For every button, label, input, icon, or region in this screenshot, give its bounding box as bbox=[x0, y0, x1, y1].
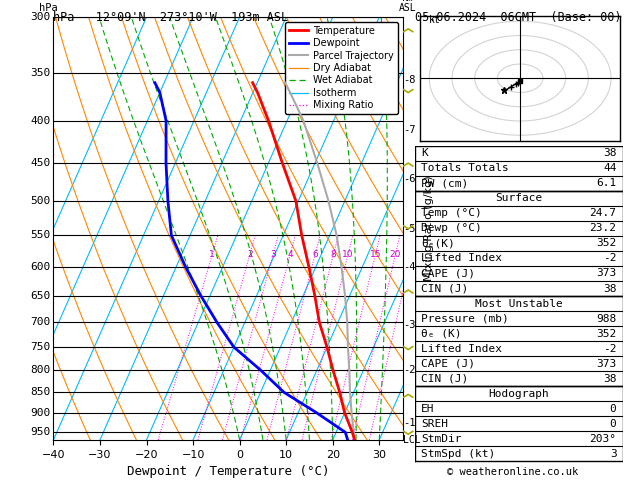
Text: 373: 373 bbox=[596, 268, 616, 278]
Text: LCL: LCL bbox=[403, 435, 421, 445]
Text: 10: 10 bbox=[342, 250, 353, 259]
Text: Mixing Ratio (g/kg): Mixing Ratio (g/kg) bbox=[424, 175, 434, 281]
Text: Lifted Index: Lifted Index bbox=[421, 254, 503, 263]
Text: 6.1: 6.1 bbox=[596, 178, 616, 189]
Text: 900: 900 bbox=[30, 408, 51, 418]
Text: Totals Totals: Totals Totals bbox=[421, 163, 509, 174]
Text: StmSpd (kt): StmSpd (kt) bbox=[421, 449, 496, 459]
Text: 44: 44 bbox=[603, 163, 616, 174]
Text: θₑ (K): θₑ (K) bbox=[421, 329, 462, 339]
Text: 15: 15 bbox=[369, 250, 381, 259]
Text: CIN (J): CIN (J) bbox=[421, 374, 469, 383]
Text: 1: 1 bbox=[209, 250, 215, 259]
Text: 38: 38 bbox=[603, 283, 616, 294]
Text: 24.7: 24.7 bbox=[589, 208, 616, 218]
Text: 550: 550 bbox=[30, 230, 51, 241]
Text: -6: -6 bbox=[403, 174, 416, 184]
Text: 2: 2 bbox=[247, 250, 252, 259]
Text: -3: -3 bbox=[403, 320, 416, 330]
Text: 3: 3 bbox=[610, 449, 616, 459]
Text: kt: kt bbox=[429, 15, 441, 25]
Text: 373: 373 bbox=[596, 359, 616, 368]
Text: Hodograph: Hodograph bbox=[489, 389, 549, 399]
Text: Surface: Surface bbox=[495, 193, 543, 203]
Text: -8: -8 bbox=[403, 75, 416, 85]
Text: -4: -4 bbox=[403, 262, 416, 272]
X-axis label: Dewpoint / Temperature (°C): Dewpoint / Temperature (°C) bbox=[127, 465, 329, 478]
Text: hPa: hPa bbox=[39, 3, 58, 13]
Text: 350: 350 bbox=[30, 68, 51, 78]
Text: 203°: 203° bbox=[589, 434, 616, 444]
Text: hPa   12°09'N  273°10'W  193m ASL: hPa 12°09'N 273°10'W 193m ASL bbox=[53, 11, 289, 24]
Text: 988: 988 bbox=[596, 313, 616, 324]
Text: 700: 700 bbox=[30, 317, 51, 327]
Text: θₑ(K): θₑ(K) bbox=[421, 239, 455, 248]
Text: 450: 450 bbox=[30, 158, 51, 168]
Text: 0: 0 bbox=[610, 419, 616, 429]
Text: -2: -2 bbox=[603, 254, 616, 263]
Text: StmDir: StmDir bbox=[421, 434, 462, 444]
Text: © weatheronline.co.uk: © weatheronline.co.uk bbox=[447, 467, 578, 477]
Text: CAPE (J): CAPE (J) bbox=[421, 359, 476, 368]
Text: CAPE (J): CAPE (J) bbox=[421, 268, 476, 278]
Text: 600: 600 bbox=[30, 262, 51, 272]
Text: 300: 300 bbox=[30, 12, 51, 22]
Text: 8: 8 bbox=[330, 250, 337, 259]
Text: Dewp (°C): Dewp (°C) bbox=[421, 224, 482, 233]
Text: 6: 6 bbox=[312, 250, 318, 259]
Text: 650: 650 bbox=[30, 291, 51, 301]
Text: K: K bbox=[421, 148, 428, 158]
Text: 800: 800 bbox=[30, 365, 51, 375]
Text: Temp (°C): Temp (°C) bbox=[421, 208, 482, 218]
Text: 352: 352 bbox=[596, 329, 616, 339]
Text: 500: 500 bbox=[30, 196, 51, 206]
Text: 950: 950 bbox=[30, 427, 51, 437]
Legend: Temperature, Dewpoint, Parcel Trajectory, Dry Adiabat, Wet Adiabat, Isotherm, Mi: Temperature, Dewpoint, Parcel Trajectory… bbox=[285, 22, 398, 114]
Text: 05.06.2024  06GMT  (Base: 00): 05.06.2024 06GMT (Base: 00) bbox=[415, 11, 621, 24]
Text: 38: 38 bbox=[603, 374, 616, 383]
Text: 352: 352 bbox=[596, 239, 616, 248]
Text: 850: 850 bbox=[30, 387, 51, 397]
Text: -1: -1 bbox=[403, 417, 416, 428]
Text: PW (cm): PW (cm) bbox=[421, 178, 469, 189]
Text: Pressure (mb): Pressure (mb) bbox=[421, 313, 509, 324]
Text: EH: EH bbox=[421, 404, 435, 414]
Text: 400: 400 bbox=[30, 116, 51, 126]
Text: 750: 750 bbox=[30, 342, 51, 352]
Text: -2: -2 bbox=[603, 344, 616, 354]
Text: 23.2: 23.2 bbox=[589, 224, 616, 233]
Text: SREH: SREH bbox=[421, 419, 448, 429]
Text: Lifted Index: Lifted Index bbox=[421, 344, 503, 354]
Text: -7: -7 bbox=[403, 124, 416, 135]
Text: 4: 4 bbox=[287, 250, 293, 259]
Text: Most Unstable: Most Unstable bbox=[475, 298, 563, 309]
Text: 20: 20 bbox=[389, 250, 401, 259]
Text: -5: -5 bbox=[403, 224, 416, 234]
Text: 38: 38 bbox=[603, 148, 616, 158]
Text: 3: 3 bbox=[270, 250, 276, 259]
Text: km
ASL: km ASL bbox=[399, 0, 416, 13]
Text: CIN (J): CIN (J) bbox=[421, 283, 469, 294]
Text: -2: -2 bbox=[403, 365, 416, 375]
Text: 0: 0 bbox=[610, 404, 616, 414]
